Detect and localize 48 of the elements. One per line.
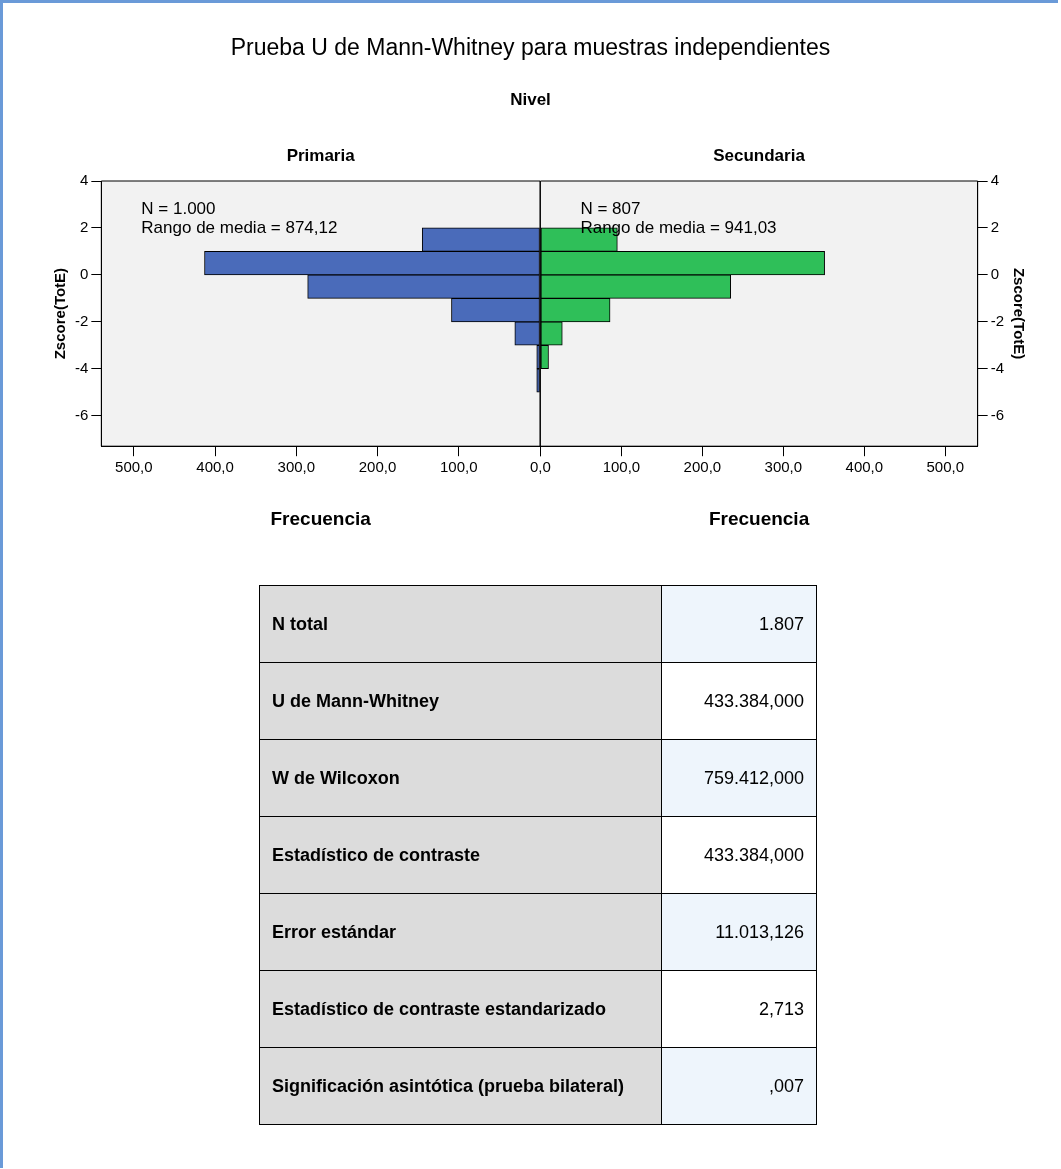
x-tick-label: 500,0 (926, 458, 965, 476)
y-tick-label: 2 (79, 218, 89, 236)
y-tick-label: -6 (990, 405, 1005, 423)
x-tick-label: 300,0 (764, 458, 803, 476)
y-tick-label: 2 (990, 218, 1000, 236)
text: 11.013,126 (661, 893, 817, 971)
text: U de Mann-Whitney (259, 662, 662, 740)
text: Error estándar (259, 893, 662, 971)
y-tick-label: 4 (990, 171, 1000, 189)
x-tick-label: 100,0 (602, 458, 641, 476)
x-axis-title: Frecuencia (708, 507, 810, 529)
text: Estadístico de contraste (259, 816, 662, 894)
annotation: N = 1.000 (141, 199, 216, 219)
text: 759.412,000 (661, 739, 817, 817)
chart-title: Prueba U de Mann-Whitney para muestras independientes (229, 34, 832, 61)
x-tick-label: 100,0 (439, 458, 478, 476)
text: 2,713 (661, 970, 817, 1048)
text: W de Wilcoxon (259, 739, 662, 817)
text: Primaria (285, 146, 356, 166)
text: Significación asintótica (prueba bilateral) (259, 1047, 662, 1125)
y-tick-label: 0 (79, 265, 89, 283)
y-tick-label: 0 (990, 265, 1000, 283)
y-tick-label: -4 (990, 358, 1005, 376)
x-tick-label: 500,0 (115, 458, 153, 476)
x-tick-label: 200,0 (683, 458, 722, 476)
x-tick-label: 0,0 (530, 458, 551, 476)
y-tick-label: -2 (990, 311, 1005, 329)
y-tick-label: -4 (74, 358, 89, 376)
text: Secundaria (712, 146, 806, 166)
chart-subtitle: Nivel (509, 90, 552, 110)
x-tick-label: 200,0 (358, 458, 397, 476)
y-tick-label: -2 (74, 311, 89, 329)
text: 433.384,000 (661, 816, 817, 894)
text: N total (259, 585, 662, 663)
y-tick-label: -6 (74, 405, 89, 423)
x-axis-title: Frecuencia (270, 507, 372, 529)
x-tick-label: 300,0 (277, 458, 316, 476)
x-tick-label: 400,0 (845, 458, 884, 476)
text: 1.807 (661, 585, 817, 663)
x-tick-label: 400,0 (196, 458, 234, 476)
y-axis-title: Zscore(TotE) (1010, 267, 1028, 360)
text: 433.384,000 (661, 662, 817, 740)
annotation: Rango de media = 874,12 (141, 218, 338, 238)
text: ,007 (661, 1047, 817, 1125)
y-axis-title: Zscore(TotE) (51, 267, 69, 360)
annotation: N = 807 (580, 199, 641, 219)
y-tick-label: 4 (79, 171, 89, 189)
text: Estadístico de contraste estandarizado (259, 970, 662, 1048)
